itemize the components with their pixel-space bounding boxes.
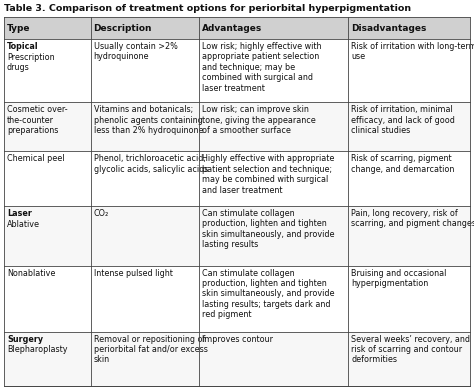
Text: Surgery: Surgery [7,335,43,343]
Bar [4,206,470,266]
Text: Risk of scarring, pigment
change, and demarcation: Risk of scarring, pigment change, and de… [351,154,455,174]
Text: Risk of irritation, minimal
efficacy, and lack of good
clinical studies: Risk of irritation, minimal efficacy, an… [351,105,455,135]
Text: Low risk; highly effective with
appropriate patient selection
and technique; may: Low risk; highly effective with appropri… [201,42,321,93]
Bar [4,331,470,386]
Text: Topical: Topical [7,42,38,51]
Text: Vitamins and botanicals;
phenolic agents containing
less than 2% hydroquinone: Vitamins and botanicals; phenolic agents… [93,105,203,135]
Text: Highly effective with appropriate
patient selection and technique;
may be combin: Highly effective with appropriate patien… [201,154,334,194]
Text: Description: Description [93,23,152,33]
Text: Several weeks’ recovery, and
risk of scarring and contour
deformities: Several weeks’ recovery, and risk of sca… [351,335,470,364]
Text: CO₂: CO₂ [93,209,109,218]
Text: Pain, long recovery, risk of
scarring, and pigment changes: Pain, long recovery, risk of scarring, a… [351,209,474,228]
Text: Disadvantages: Disadvantages [351,23,427,33]
Text: Intense pulsed light: Intense pulsed light [93,269,173,278]
Bar [4,39,470,102]
Text: Phenol, trichloroacetic acid,
glycolic acids, salicylic acids: Phenol, trichloroacetic acid, glycolic a… [93,154,208,174]
Text: Table 3. Comparison of treatment options for periorbital hyperpigmentation: Table 3. Comparison of treatment options… [4,4,411,13]
Text: Prescription
drugs: Prescription drugs [7,53,55,72]
Text: Type: Type [7,23,30,33]
Bar [4,17,470,39]
Text: Cosmetic over-
the-counter
preparations: Cosmetic over- the-counter preparations [7,105,68,135]
Text: Chemical peel: Chemical peel [7,154,64,163]
Text: Nonablative: Nonablative [7,269,55,278]
Text: Low risk; can improve skin
tone, giving the appearance
of a smoother surface: Low risk; can improve skin tone, giving … [201,105,315,135]
Text: Ablative: Ablative [7,220,40,229]
Text: Risk of irritation with long-term
use: Risk of irritation with long-term use [351,42,474,61]
Text: Blepharoplasty: Blepharoplasty [7,345,67,354]
Bar [4,266,470,331]
Text: Usually contain >2%
hydroquinone: Usually contain >2% hydroquinone [93,42,177,61]
Bar [4,151,470,206]
Bar [4,102,470,151]
Text: Improves contour: Improves contour [201,335,273,343]
Text: Laser: Laser [7,209,32,218]
Text: Bruising and occasional
hyperpigmentation: Bruising and occasional hyperpigmentatio… [351,269,447,288]
Text: Advantages: Advantages [201,23,262,33]
Text: Can stimulate collagen
production, lighten and tighten
skin simultaneously, and : Can stimulate collagen production, light… [201,269,334,319]
Text: Can stimulate collagen
production, lighten and tighten
skin simultaneously, and : Can stimulate collagen production, light… [201,209,334,249]
Text: Removal or repositioning of
periorbital fat and/or excess
skin: Removal or repositioning of periorbital … [93,335,208,364]
